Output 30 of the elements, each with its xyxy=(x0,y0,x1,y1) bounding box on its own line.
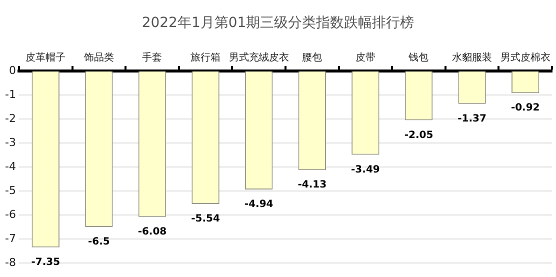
chart-title: 2022年1月第01期三级分类指数跌幅排行榜 xyxy=(140,14,416,32)
data-label: -4.94 xyxy=(244,199,274,210)
data-label: -6.08 xyxy=(138,226,167,238)
y-tick-label: -8 xyxy=(5,256,16,269)
data-label: -3.49 xyxy=(351,164,380,176)
data-label: -1.37 xyxy=(458,113,486,124)
y-tick-label: -7 xyxy=(5,232,16,245)
y-tick-label: -6 xyxy=(5,208,16,221)
x-tick-label: 水貂服装 xyxy=(452,52,492,64)
x-tick-label: 皮带 xyxy=(355,52,376,64)
x-tick-label: 饰品类 xyxy=(82,52,114,64)
data-label: -7.35 xyxy=(31,256,60,268)
x-tick-label: 皮革帽子 xyxy=(26,52,66,64)
y-tick-label: -2 xyxy=(5,112,16,125)
data-label: -2.05 xyxy=(404,130,434,141)
x-tick-label: 钱包 xyxy=(408,52,429,64)
data-label: -4.13 xyxy=(298,180,327,191)
x-tick-label: 手套 xyxy=(142,52,162,64)
x-tick-label: 男式皮棉衣 xyxy=(500,52,550,64)
y-tick-label: -4 xyxy=(5,160,16,173)
x-tick-label: 腰包 xyxy=(302,52,322,64)
data-label: -6.5 xyxy=(88,236,110,248)
data-label: -0.92 xyxy=(510,102,540,114)
data-label: -5.54 xyxy=(191,214,220,225)
x-tick-label: 男式充绒皮衣 xyxy=(228,52,289,64)
y-tick-label: -3 xyxy=(5,136,16,149)
y-tick-label: -5 xyxy=(5,184,16,197)
y-tick-label: 0 xyxy=(8,64,16,77)
y-tick-label: -1 xyxy=(5,88,16,101)
x-tick-label: 旅行箱 xyxy=(190,52,221,64)
